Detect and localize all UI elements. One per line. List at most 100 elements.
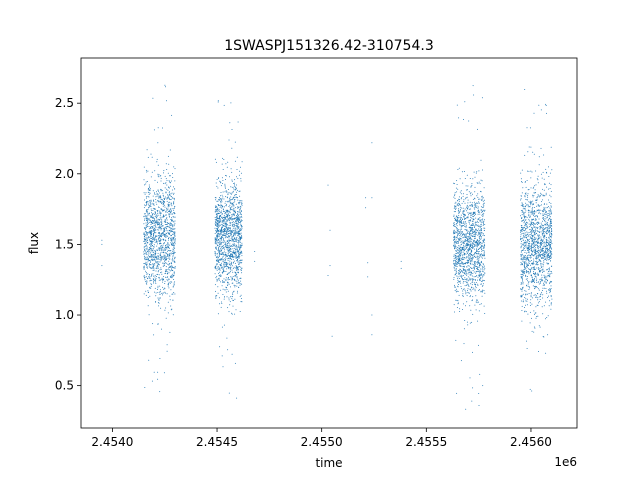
data-point	[164, 197, 166, 199]
data-point	[224, 240, 226, 242]
data-point	[238, 231, 240, 233]
data-point	[235, 239, 237, 241]
data-point	[225, 226, 227, 228]
data-point	[231, 236, 233, 238]
data-point	[231, 313, 233, 315]
data-point	[522, 299, 524, 301]
data-point	[158, 276, 160, 278]
data-point	[145, 251, 147, 253]
data-point	[221, 285, 223, 287]
data-point	[534, 254, 536, 256]
data-point	[149, 235, 151, 237]
data-point	[221, 264, 222, 266]
data-point	[216, 248, 218, 250]
data-point	[230, 186, 232, 188]
data-point	[223, 246, 225, 248]
data-point	[477, 284, 479, 286]
data-point	[467, 269, 469, 271]
data-point	[167, 312, 169, 314]
data-point	[152, 217, 154, 219]
data-point	[239, 284, 241, 286]
data-point	[453, 244, 455, 246]
data-point	[147, 224, 149, 226]
data-point	[163, 197, 165, 199]
data-point	[152, 220, 154, 221]
data-point	[169, 295, 171, 297]
data-point	[542, 217, 544, 219]
data-point	[165, 221, 167, 223]
data-point	[156, 258, 158, 260]
data-point	[454, 202, 456, 204]
data-point	[241, 216, 243, 218]
data-point	[457, 262, 458, 264]
data-point	[546, 275, 548, 277]
data-point	[461, 288, 463, 290]
data-point	[156, 241, 158, 243]
data-point	[162, 278, 164, 280]
data-point	[477, 271, 479, 273]
data-point	[161, 256, 163, 258]
data-point	[457, 210, 459, 212]
data-point	[468, 212, 470, 214]
data-point	[453, 231, 455, 233]
data-point	[162, 239, 164, 241]
data-point	[550, 235, 552, 237]
data-point	[460, 226, 462, 228]
data-point	[531, 230, 533, 232]
data-point	[166, 344, 168, 346]
data-point	[218, 247, 220, 249]
data-point	[152, 226, 154, 227]
data-point	[229, 198, 231, 200]
data-point	[218, 244, 220, 246]
data-point	[161, 208, 163, 210]
data-point	[238, 222, 240, 224]
data-point	[151, 232, 153, 234]
data-point	[527, 170, 528, 172]
data-point	[467, 276, 469, 278]
data-point	[214, 217, 216, 219]
data-point	[227, 251, 229, 253]
data-point	[225, 229, 226, 231]
data-point	[239, 217, 241, 219]
data-point	[218, 224, 220, 226]
data-point	[471, 257, 473, 258]
data-point	[214, 219, 216, 221]
data-point	[478, 236, 480, 237]
data-point	[238, 250, 240, 252]
data-point	[227, 256, 228, 257]
data-point	[157, 248, 159, 250]
data-point	[477, 193, 479, 195]
data-point	[466, 196, 468, 198]
data-point	[523, 243, 525, 245]
data-point	[549, 274, 551, 276]
data-point	[473, 282, 475, 284]
data-point	[473, 207, 475, 209]
data-point	[235, 227, 237, 229]
data-point	[522, 187, 524, 189]
data-point	[460, 214, 462, 216]
data-point	[231, 251, 233, 253]
data-point	[152, 227, 154, 229]
data-point	[529, 215, 531, 217]
data-point	[166, 258, 167, 260]
data-point	[533, 210, 535, 211]
data-point	[460, 222, 462, 224]
data-point	[222, 252, 224, 254]
data-point	[230, 234, 232, 236]
data-point	[157, 232, 159, 234]
data-point	[233, 243, 235, 245]
data-point	[223, 220, 225, 222]
data-point	[173, 224, 175, 226]
data-point	[482, 385, 484, 387]
data-point	[241, 220, 242, 222]
data-point	[459, 237, 461, 239]
data-point	[156, 214, 158, 216]
data-point	[228, 139, 230, 141]
data-point	[229, 228, 231, 230]
data-point	[224, 244, 226, 246]
data-point	[143, 166, 145, 168]
data-point	[169, 193, 170, 195]
data-point	[467, 236, 469, 238]
data-point	[221, 210, 222, 212]
data-point	[165, 178, 167, 180]
